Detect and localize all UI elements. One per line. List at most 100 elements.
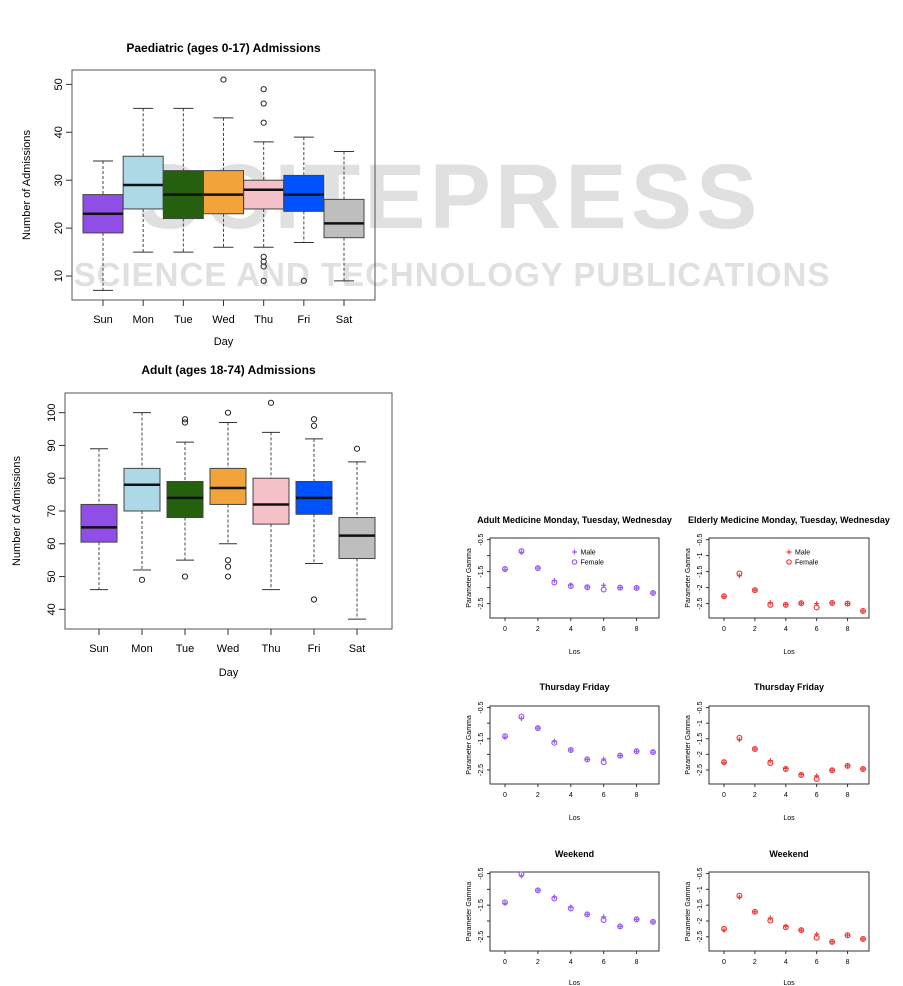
point-female (567, 905, 574, 912)
outlier-point (353, 445, 361, 452)
point-female (534, 565, 541, 572)
box-thu: Thu (252, 399, 290, 655)
box-thu: Thu (243, 86, 285, 326)
point-female (534, 887, 541, 894)
y-tick-label: -2.5 (478, 931, 485, 943)
chart-title: Weekend (555, 849, 594, 859)
chart-title: Adult Medicine Monday, Tuesday, Wednesda… (477, 515, 672, 525)
box-tue: Tue (162, 107, 204, 326)
x-tick-label: 8 (846, 626, 850, 633)
watermark-sub: SCIENCE AND TECHNOLOGY PUBLICATIONS (74, 256, 831, 293)
box-wed: Wed (209, 409, 247, 655)
outlier-point (260, 253, 267, 260)
x-tick-label: Wed (212, 314, 234, 326)
point-male (829, 767, 835, 773)
y-axis-label: Parameter Gamma (685, 882, 692, 942)
x-tick-label: Fri (308, 643, 321, 655)
outlier-point (310, 596, 318, 603)
x-tick-label: Tue (174, 314, 193, 326)
y-tick-label: -1.5 (478, 733, 485, 745)
point-male (845, 932, 851, 938)
y-tick-label: -1.5 (697, 733, 704, 745)
chart-title: Thursday Friday (754, 682, 824, 692)
point-male (535, 887, 541, 893)
x-tick-label: 2 (536, 792, 540, 799)
x-tick-label: 6 (815, 959, 819, 966)
y-tick-label: -1 (697, 720, 704, 726)
x-tick-label: 4 (569, 792, 573, 799)
boxplot-chart-0: Paediatric (ages 0-17) Admissions 10 20 30 4… (21, 41, 376, 348)
point-female (518, 713, 525, 720)
outlier-point (300, 277, 307, 284)
gamma-scatter-7: Weekend 0 2 4 6 8 -0.5 -1 -1.5 -2 -2.5 Parameter Ga… (685, 849, 870, 986)
y-tick-label: 40 (53, 126, 65, 138)
point-female (649, 590, 656, 597)
x-tick-label: 0 (503, 626, 507, 633)
iqr-box (338, 517, 376, 560)
y-axis-label: Parameter Gamma (685, 548, 692, 608)
point-female (767, 760, 774, 767)
y-tick-label: -1.5 (697, 565, 704, 577)
gamma-scatter-4: Thursday Friday 0 2 4 6 8 -0.5 -1.5 -2.5 Paramete… (466, 682, 660, 822)
plot-frame (489, 871, 660, 952)
point-female (829, 599, 836, 606)
point-female (859, 607, 866, 614)
point-female (782, 601, 789, 608)
y-tick-label: -0.5 (478, 701, 485, 713)
point-female (782, 766, 789, 773)
y-axis-label: Number of Admissions (21, 129, 33, 240)
iqr-box (166, 481, 204, 519)
x-tick-label: 2 (753, 959, 757, 966)
point-male (845, 763, 851, 769)
y-tick-label: -2 (697, 918, 704, 924)
outlier-point (224, 563, 232, 570)
y-tick-label: -0.5 (478, 867, 485, 879)
point-female (567, 746, 574, 753)
iqr-box (252, 477, 290, 525)
point-male (752, 746, 758, 752)
x-tick-label: 6 (815, 626, 819, 633)
outlier-point (224, 557, 232, 564)
y-tick-label: 70 (46, 505, 58, 517)
point-female (859, 766, 866, 773)
x-axis-label: Los (569, 815, 581, 822)
legend: Male Female (571, 549, 604, 567)
box-sat: Sat (323, 150, 365, 326)
point-female (782, 924, 789, 931)
y-tick-label: -1.5 (478, 899, 485, 911)
point-male (617, 753, 623, 759)
point-female (534, 725, 541, 732)
x-tick-label: Sat (349, 643, 366, 655)
x-tick-label: Thu (254, 314, 273, 326)
x-tick-label: 8 (635, 792, 639, 799)
legend-male-label: Male (581, 550, 596, 557)
outlier-point (267, 399, 275, 406)
x-tick-label: 6 (602, 626, 606, 633)
point-female (502, 566, 509, 573)
chart-title: Thursday Friday (539, 682, 609, 692)
point-female (584, 584, 591, 591)
x-tick-label: 8 (846, 792, 850, 799)
box-fri: Fri (295, 416, 333, 655)
point-male (860, 766, 866, 772)
point-male (617, 585, 623, 591)
point-male (650, 590, 656, 596)
gamma-scatter-3: Elderly Medicine Monday, Tuesday, Wednes… (685, 515, 890, 656)
chart-title: Adult (ages 18-74) Admissions (141, 363, 316, 377)
point-female (720, 759, 727, 766)
point-female (584, 911, 591, 918)
box-tue: Tue (166, 416, 204, 655)
plot-frame (708, 871, 870, 952)
point-male (814, 773, 820, 779)
gamma-scatter-6: Weekend 0 2 4 6 8 -0.5 -1.5 -2.5 Parameter Gamma L… (466, 849, 660, 986)
y-tick-label: 40 (46, 603, 58, 615)
point-male (601, 914, 607, 920)
legend-male-marker (572, 549, 577, 555)
point-female (813, 934, 820, 941)
box-sat: Sat (338, 445, 376, 655)
point-male (829, 939, 835, 945)
y-tick-label: 10 (53, 270, 65, 282)
x-tick-label: 0 (503, 792, 507, 799)
plot-frame (489, 537, 660, 619)
